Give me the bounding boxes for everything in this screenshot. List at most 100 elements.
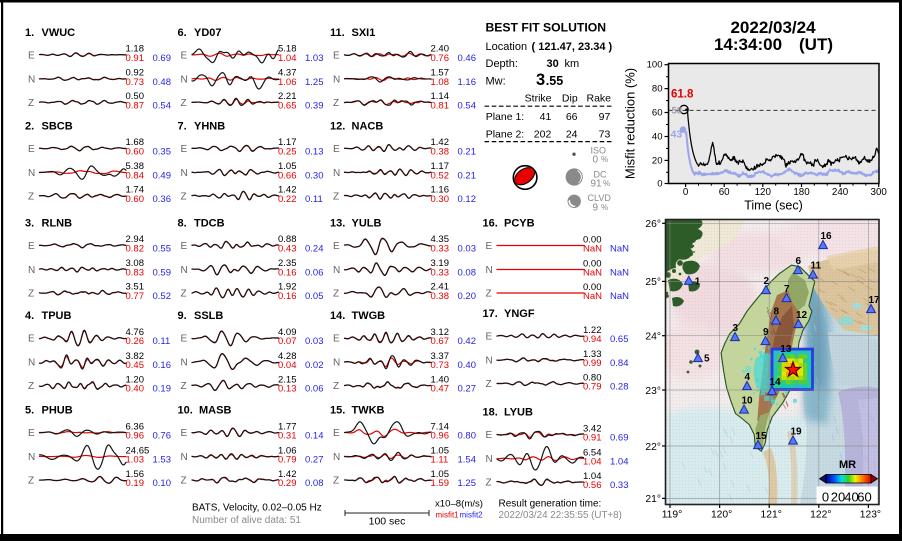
svg-text:3.42: 3.42 <box>583 423 602 434</box>
svg-text:Z: Z <box>181 191 187 202</box>
svg-text:1: 1 <box>695 276 701 287</box>
svg-text:0.02: 0.02 <box>305 360 324 371</box>
svg-text:N: N <box>333 452 340 463</box>
svg-text:20: 20 <box>652 155 663 166</box>
svg-text:( 121.47, 23.34 ): ( 121.47, 23.34 ) <box>532 41 613 53</box>
svg-text:LYUB: LYUB <box>504 407 533 419</box>
svg-text:N: N <box>181 265 188 276</box>
svg-text:60: 60 <box>652 107 663 118</box>
svg-text:Strike: Strike <box>525 92 552 104</box>
svg-text:3.82: 3.82 <box>126 351 145 362</box>
svg-text:N: N <box>181 74 188 85</box>
svg-text:7: 7 <box>784 284 790 295</box>
svg-text:20: 20 <box>831 490 845 505</box>
svg-text:60: 60 <box>719 187 730 198</box>
svg-text:0.80: 0.80 <box>458 431 477 442</box>
svg-text:N: N <box>333 168 340 179</box>
svg-text:TWGB: TWGB <box>352 310 386 322</box>
svg-text:7.: 7. <box>178 120 187 132</box>
svg-text:10.: 10. <box>178 405 193 417</box>
svg-text:5.38: 5.38 <box>126 161 145 172</box>
svg-text:0.05: 0.05 <box>305 291 324 302</box>
svg-text:TWKB: TWKB <box>352 405 385 417</box>
svg-text:0.27: 0.27 <box>458 384 477 395</box>
svg-text:100: 100 <box>647 60 663 71</box>
svg-text:Z: Z <box>28 476 34 487</box>
svg-text:24: 24 <box>566 128 578 140</box>
svg-text:1.33: 1.33 <box>583 349 602 360</box>
svg-text:E: E <box>181 334 188 345</box>
svg-text:3.08: 3.08 <box>126 258 145 269</box>
svg-text:1.18: 1.18 <box>126 44 145 55</box>
svg-text:1.40: 1.40 <box>431 375 450 386</box>
svg-text:1.42: 1.42 <box>278 469 297 480</box>
svg-text:NaN: NaN <box>583 244 602 255</box>
svg-text:1.16: 1.16 <box>458 77 477 88</box>
svg-text:0.83: 0.83 <box>126 267 145 278</box>
svg-text:9.: 9. <box>178 310 187 322</box>
svg-text:TPUB: TPUB <box>42 310 72 322</box>
svg-text:0.14: 0.14 <box>305 431 324 442</box>
svg-text:E: E <box>28 50 35 61</box>
svg-text:0.36: 0.36 <box>153 194 172 205</box>
svg-text:0.06: 0.06 <box>305 267 324 278</box>
svg-text:0.82: 0.82 <box>126 243 145 254</box>
svg-text:0.45: 0.45 <box>126 360 145 371</box>
svg-text:YHNB: YHNB <box>194 120 225 132</box>
svg-text:1.57: 1.57 <box>431 68 450 79</box>
svg-text:300: 300 <box>871 187 888 198</box>
svg-text:Result generation time:: Result generation time: <box>499 499 602 510</box>
svg-text:misfit1: misfit1 <box>436 511 460 520</box>
svg-text:66: 66 <box>566 111 578 123</box>
svg-text:3.51: 3.51 <box>126 282 145 293</box>
svg-text:E: E <box>181 144 188 155</box>
svg-text:73: 73 <box>599 128 611 140</box>
svg-text:0.00: 0.00 <box>583 282 602 293</box>
svg-text:misfit2: misfit2 <box>460 511 484 520</box>
svg-text:SSLB: SSLB <box>194 310 223 322</box>
svg-text:Z: Z <box>333 98 339 109</box>
svg-text:4.35: 4.35 <box>431 234 450 245</box>
svg-text:TDCB: TDCB <box>194 217 225 229</box>
svg-text:6.: 6. <box>178 27 187 39</box>
svg-text:N: N <box>486 454 493 465</box>
svg-text:21°: 21° <box>645 494 661 505</box>
svg-text:0.39: 0.39 <box>305 100 324 111</box>
svg-text:6.36: 6.36 <box>126 421 145 432</box>
svg-text:40: 40 <box>652 131 663 142</box>
svg-text:YULB: YULB <box>352 217 382 229</box>
svg-text:2.40: 2.40 <box>431 44 450 55</box>
svg-text:1.74: 1.74 <box>126 185 145 196</box>
svg-text:1.04: 1.04 <box>610 457 629 468</box>
svg-text:0.31: 0.31 <box>278 431 297 442</box>
svg-text:1.11: 1.11 <box>431 455 449 466</box>
svg-text:0.91: 0.91 <box>583 433 602 444</box>
svg-text:%: % <box>603 179 610 188</box>
svg-text:19: 19 <box>791 427 803 438</box>
svg-text:0.28: 0.28 <box>610 382 629 393</box>
svg-text:E: E <box>333 334 340 345</box>
svg-text:1.06: 1.06 <box>278 445 297 456</box>
svg-text:1.42: 1.42 <box>431 137 450 148</box>
svg-text:Misfit reduction (%): Misfit reduction (%) <box>623 68 638 179</box>
svg-text:PHUB: PHUB <box>42 405 73 417</box>
svg-text:0.33: 0.33 <box>610 480 629 491</box>
svg-text:24°: 24° <box>645 332 661 343</box>
svg-text:1.08: 1.08 <box>431 77 450 88</box>
svg-text:0.55: 0.55 <box>153 243 172 254</box>
svg-text:1.04: 1.04 <box>583 457 602 468</box>
svg-text:N: N <box>28 358 35 369</box>
svg-text:2022/03/24 22:35:55 (UT+8): 2022/03/24 22:35:55 (UT+8) <box>499 510 622 521</box>
svg-text:10: 10 <box>742 396 754 407</box>
svg-text:Z: Z <box>333 288 339 299</box>
svg-text:0.03: 0.03 <box>458 243 477 254</box>
svg-text:0.46: 0.46 <box>458 53 477 64</box>
svg-text:13.: 13. <box>330 217 345 229</box>
svg-text:5.18: 5.18 <box>278 44 297 55</box>
svg-text:YD07: YD07 <box>194 27 222 39</box>
svg-text:Z: Z <box>181 98 187 109</box>
svg-text:Z: Z <box>333 476 339 487</box>
svg-text:BEST FIT SOLUTION: BEST FIT SOLUTION <box>486 21 607 35</box>
svg-text:12: 12 <box>796 310 808 321</box>
svg-text:N: N <box>181 358 188 369</box>
